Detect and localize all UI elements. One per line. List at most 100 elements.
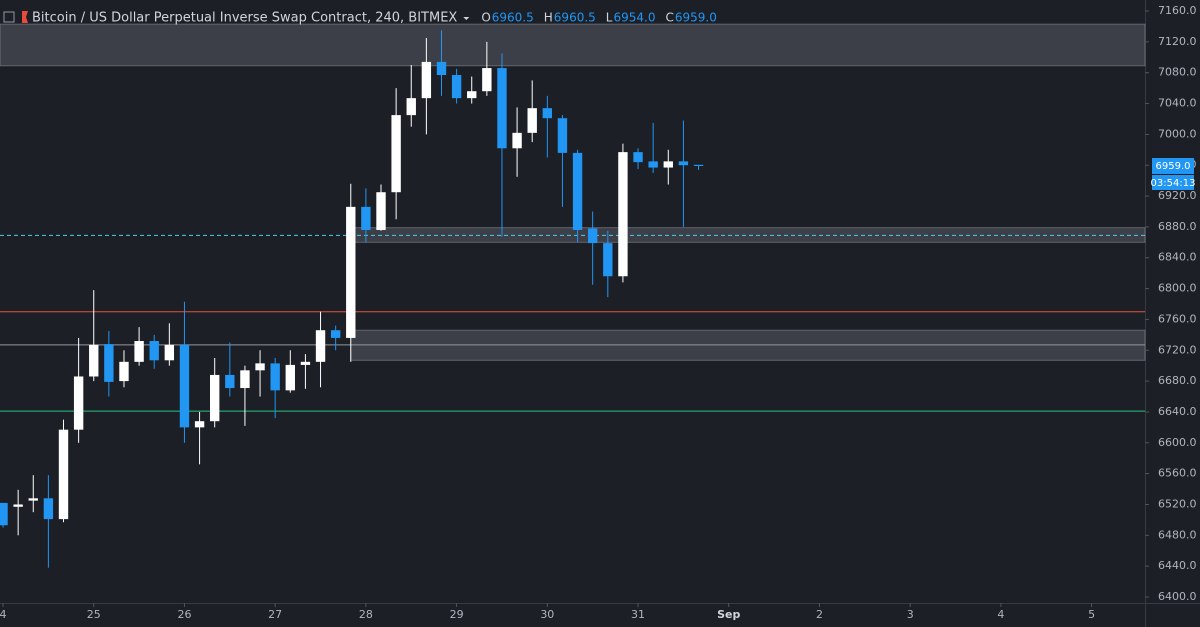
ohlc-value: 6954.0	[613, 11, 655, 25]
y-tick-label: 6480.0	[1158, 528, 1197, 541]
candle-body	[648, 161, 658, 168]
x-tick-label: 26	[177, 608, 191, 621]
candle-body	[164, 344, 175, 361]
candle-body	[134, 341, 144, 362]
x-tick-label: 29	[450, 608, 464, 621]
ohlc-value: 6960.5	[492, 11, 534, 25]
candle-body	[451, 75, 462, 99]
candle-body	[361, 206, 371, 230]
y-tick-label: 6400.0	[1158, 590, 1197, 603]
y-tick-label: 6680.0	[1158, 374, 1197, 387]
x-tick-label: 27	[268, 608, 282, 621]
y-tick-label: 7040.0	[1158, 97, 1197, 110]
y-tick-label: 6600.0	[1158, 436, 1197, 449]
y-tick-label: 6760.0	[1158, 312, 1197, 325]
candle-body	[0, 502, 8, 526]
y-tick-label: 6720.0	[1158, 343, 1197, 356]
candle-body	[587, 228, 598, 244]
y-tick-label: 6800.0	[1158, 282, 1197, 295]
x-tick-label: 28	[359, 608, 373, 621]
candle-body	[89, 344, 99, 377]
last-price-box	[1152, 157, 1194, 174]
x-tick-label: 30	[540, 608, 554, 621]
candle-body	[663, 161, 673, 168]
candle-body	[497, 68, 507, 149]
y-tick-label: 6560.0	[1158, 467, 1197, 480]
candle-body	[557, 118, 568, 153]
candle-body	[13, 504, 23, 507]
countdown-box	[1152, 174, 1194, 190]
x-tick-label: Sep	[717, 608, 740, 621]
candle-body	[104, 344, 114, 382]
x-tick-label: 3	[907, 608, 914, 621]
candle-body	[225, 374, 235, 389]
candle-body	[406, 98, 416, 116]
candle-body	[542, 108, 553, 119]
y-tick-label: 6840.0	[1158, 251, 1197, 264]
candle-body	[270, 363, 280, 391]
ohlc-value: 6960.5	[554, 11, 596, 25]
y-tick-label: 6880.0	[1158, 220, 1197, 233]
y-tick-label: 7160.0	[1158, 4, 1197, 17]
x-tick-label: 25	[87, 608, 101, 621]
candle-body	[618, 152, 628, 277]
candle-body	[43, 498, 54, 520]
ohlc-key: L	[606, 11, 613, 25]
candle-body	[210, 374, 220, 422]
candle-body	[572, 152, 583, 230]
candle-body	[527, 108, 537, 133]
countdown-label: 03:54:13	[1151, 178, 1196, 189]
candle-body	[330, 330, 341, 338]
candle-body	[633, 152, 643, 163]
candle-body	[240, 370, 250, 389]
y-tick-label: 6640.0	[1158, 405, 1197, 418]
dropdown-arrow	[463, 17, 470, 20]
candle-body	[179, 344, 190, 428]
plot-area	[0, 23, 1146, 568]
y-tick-label: 7080.0	[1158, 66, 1197, 79]
candle-body	[119, 361, 129, 382]
candle-body	[376, 192, 386, 230]
candle-body	[603, 243, 613, 277]
x-tick-label: 4	[997, 608, 1004, 621]
y-tick-label: 6520.0	[1158, 497, 1197, 510]
ohlc-key: H	[544, 11, 553, 25]
ohlc-key: C	[665, 11, 673, 25]
x-tick-label: 4	[0, 608, 7, 621]
candle-body	[300, 361, 311, 365]
y-tick-label: 7000.0	[1158, 127, 1197, 140]
ohlc-key: O	[481, 11, 490, 25]
candle-body	[58, 429, 69, 520]
candle-body	[149, 341, 159, 361]
candle-body	[346, 206, 356, 338]
y-tick-label: 7120.0	[1158, 35, 1197, 48]
candle-body	[28, 498, 38, 501]
zone	[0, 23, 1146, 67]
candle-body	[421, 61, 432, 99]
ohlc-value: 6959.0	[675, 11, 717, 25]
candle-body	[512, 132, 522, 149]
candle-body	[255, 363, 265, 371]
candle-body	[693, 164, 704, 166]
last-price-label: 6959.0	[1156, 161, 1191, 172]
y-tick-label: 6440.0	[1158, 559, 1197, 572]
candle-body	[467, 91, 477, 99]
y-tick-label: 6920.0	[1158, 189, 1197, 202]
candle-body	[73, 376, 84, 430]
candle-body	[436, 61, 447, 76]
x-tick-label: 5	[1088, 608, 1095, 621]
symbol-icon	[22, 11, 28, 23]
candle-body	[285, 364, 295, 391]
candle-body	[678, 161, 689, 166]
candle-body	[391, 115, 401, 193]
candle-body	[482, 68, 492, 92]
x-tick-label: 31	[631, 608, 645, 621]
candle-body	[194, 421, 205, 428]
chart-title[interactable]: Bitcoin / US Dollar Perpetual Inverse Sw…	[32, 11, 457, 26]
header: Bitcoin / US Dollar Perpetual Inverse Sw…	[3, 11, 457, 26]
candle-body	[315, 330, 326, 362]
menu-icon[interactable]	[3, 11, 15, 23]
x-tick-label: 2	[816, 608, 823, 621]
